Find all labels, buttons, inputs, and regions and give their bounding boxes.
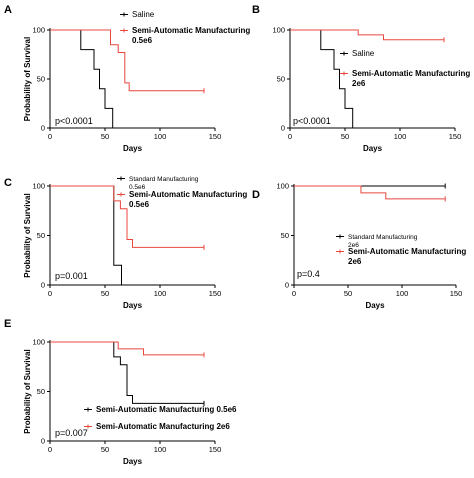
legend-label: Semi-Automatic Manufacturing 0.5e6 — [96, 405, 237, 414]
x-tick-label: 150 — [450, 289, 463, 298]
survival-curve-2 — [50, 185, 204, 248]
x-tick-label: 0 — [48, 132, 52, 141]
x-tick-label: 100 — [394, 132, 407, 141]
survival-curve-2 — [50, 29, 204, 92]
legend-label: Semi-Automatic Manufacturing 2e6 — [352, 69, 470, 88]
y-axis-label: Probability of Survival — [23, 349, 32, 433]
p-value-annotation: p=0.001 — [55, 271, 88, 281]
x-tick-label: 50 — [101, 289, 109, 298]
panel-b: B 0 50 100 0 50 100 150 Days p<0.0001 Saline Semi-A… — [252, 4, 470, 153]
x-axis-label: Days — [123, 457, 143, 466]
x-tick-label: 100 — [154, 289, 167, 298]
x-axis-label: Days — [123, 144, 143, 153]
x-axis-label: Days — [123, 301, 143, 310]
x-tick-label: 0 — [48, 289, 52, 298]
y-tick-label: 50 — [37, 387, 45, 396]
survival-curve-1 — [50, 29, 114, 128]
legend-label: Standard Manufacturing 2e6 — [348, 234, 418, 249]
x-tick-label: 50 — [344, 289, 352, 298]
x-tick-label: 0 — [48, 445, 52, 454]
y-tick-label: 100 — [272, 26, 285, 35]
y-tick-label: 50 — [277, 75, 285, 84]
legend-label: Standard Manufacturing 0.5e6 — [129, 176, 199, 191]
p-value-annotation: p<0.0001 — [293, 116, 331, 126]
x-axis-label: Days — [363, 144, 383, 153]
y-tick-label: 100 — [32, 182, 45, 191]
p-value-annotation: p=0.007 — [55, 428, 88, 438]
survival-curve-2 — [290, 29, 444, 41]
x-axis-label: Days — [365, 301, 385, 310]
panel-d: D 0 50 100 0 50 100 150 Days p=0.4 Standard Manufa… — [252, 182, 466, 311]
x-tick-label: 50 — [101, 445, 109, 454]
x-tick-label: 100 — [154, 445, 167, 454]
y-tick-label: 0 — [41, 437, 45, 446]
y-tick-label: 50 — [281, 231, 289, 240]
legend-label: Semi-Automatic Manufacturing 2e6 — [348, 247, 466, 266]
y-tick-label: 0 — [41, 124, 45, 133]
y-tick-label: 100 — [276, 182, 289, 191]
panel-label: A — [4, 4, 12, 16]
x-tick-label: 100 — [154, 132, 167, 141]
y-tick-label: 100 — [32, 26, 45, 35]
x-tick-label: 150 — [209, 132, 222, 141]
panel-c: C 0 50 100 0 50 100 150 Days Probability of Survi… — [4, 176, 247, 310]
x-tick-label: 150 — [209, 289, 222, 298]
x-tick-label: 50 — [341, 132, 349, 141]
y-tick-label: 50 — [37, 75, 45, 84]
y-axis-label: Probability of Survival — [23, 37, 32, 121]
y-tick-label: 0 — [281, 124, 285, 133]
y-tick-label: 50 — [37, 231, 45, 240]
legend-label: Saline — [132, 10, 155, 19]
panel-a: A 0 50 100 0 50 100 150 Days Probability of Survi… — [4, 4, 250, 153]
legend-label: Saline — [352, 49, 375, 58]
panel-label: B — [252, 4, 260, 16]
y-tick-label: 0 — [41, 281, 45, 290]
panel-label: E — [4, 318, 11, 330]
survival-curve-1 — [290, 29, 354, 128]
legend-label: Semi-Automatic Manufacturing 0.5e6 — [129, 190, 247, 209]
y-tick-label: 0 — [285, 281, 289, 290]
x-tick-label: 100 — [396, 289, 409, 298]
p-value-annotation: p<0.0001 — [55, 116, 93, 126]
survival-curve-2 — [50, 341, 204, 356]
survival-curve-1 — [50, 341, 204, 404]
panel-label: D — [252, 189, 260, 201]
x-tick-label: 150 — [209, 445, 222, 454]
legend-label: Semi-Automatic Manufacturing 0.5e6 — [132, 26, 250, 45]
x-tick-label: 150 — [449, 132, 462, 141]
x-tick-label: 0 — [288, 132, 292, 141]
legend-label: Semi-Automatic Manufacturing 2e6 — [96, 422, 230, 431]
y-tick-label: 100 — [32, 338, 45, 347]
y-axis-label: Probability of Survival — [23, 193, 32, 277]
p-value-annotation: p=0.4 — [297, 269, 320, 279]
survival-curve-2 — [294, 185, 446, 200]
x-tick-label: 50 — [101, 132, 109, 141]
panel-e: E 0 50 100 0 50 100 150 Days Probability of Survi… — [4, 318, 237, 466]
panel-label: C — [4, 177, 12, 189]
x-tick-label: 0 — [292, 289, 296, 298]
